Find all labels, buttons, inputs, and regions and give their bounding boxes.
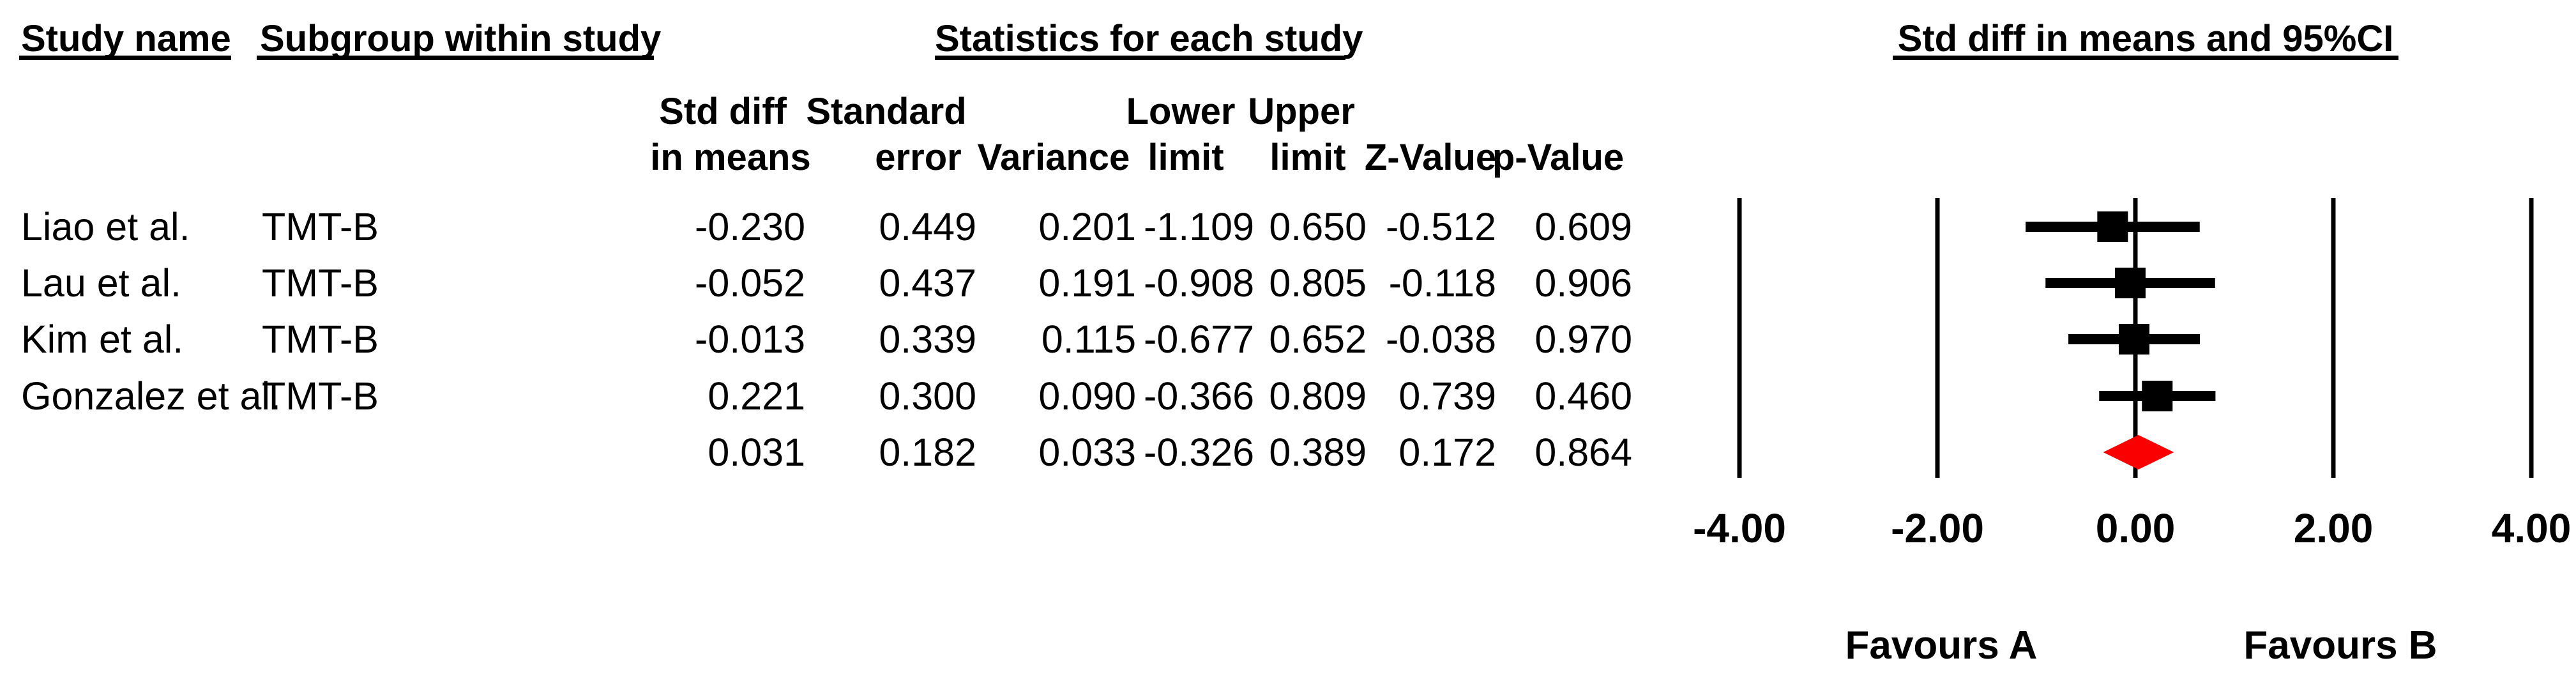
table-row: Kim et al. TMT-B -0.013 0.339 0.115 -0.677 0.6… [0, 316, 1660, 362]
favours-a-label: Favours A [1845, 623, 2038, 668]
col-header-upper-1: Upper [1248, 91, 1355, 132]
statistics-header: Statistics for each study [935, 18, 1363, 60]
cell-variance: 0.090 [1038, 374, 1136, 418]
cell-std-err: 0.300 [879, 374, 976, 418]
effect-size-square [2097, 211, 2128, 242]
summary-row: 0.031 0.182 0.033 -0.326 0.389 0.172 0.864 [0, 429, 1660, 475]
favours-b-label: Favours B [2243, 623, 2437, 668]
cell-z-value: -0.118 [1388, 261, 1496, 305]
cell-lower-limit: -0.326 [1144, 431, 1254, 474]
study-name-cell: Lau et al. [21, 261, 181, 305]
effect-size-square [2114, 268, 2146, 298]
cell-upper-limit: 0.652 [1269, 317, 1367, 361]
axis-tick-2: 2.00 [2293, 505, 2374, 551]
cell-p-value: 0.864 [1534, 431, 1632, 474]
cell-lower-limit: -1.109 [1144, 205, 1254, 248]
study-name-cell: Gonzalez et al. [21, 374, 281, 418]
subgroup-header: Subgroup within study [257, 20, 661, 60]
cell-p-value: 0.906 [1534, 261, 1632, 305]
cell-upper-limit: 0.809 [1269, 374, 1367, 418]
cell-z-value: -0.512 [1386, 205, 1496, 248]
cell-std-err: 0.339 [879, 317, 976, 361]
axis-tick--4: -4.00 [1693, 505, 1786, 551]
cell-p-value: 0.970 [1534, 317, 1632, 361]
cell-z-value: -0.038 [1386, 317, 1496, 361]
subgroup-cell: TMT-B [262, 205, 379, 248]
cell-variance: 0.201 [1038, 205, 1136, 248]
cell-std-diff: -0.230 [695, 205, 805, 248]
study-name-header: Study name [19, 20, 231, 60]
cell-variance: 0.191 [1038, 261, 1136, 305]
subgroup-cell: TMT-B [262, 261, 379, 305]
cell-z-value: 0.739 [1398, 374, 1496, 418]
study-name-cell: Liao et al. [21, 205, 190, 248]
cell-upper-limit: 0.805 [1269, 261, 1367, 305]
cell-std-diff: -0.013 [695, 317, 805, 361]
col-header-upper-limit: limit [1269, 137, 1346, 178]
cell-variance: 0.115 [1041, 317, 1136, 361]
col-header-z-value: Z-Value [1364, 137, 1497, 178]
plot-title: Std diff in means and 95%CI [1893, 20, 2398, 60]
col-header-p-value: p-Value [1492, 137, 1625, 178]
cell-upper-limit: 0.650 [1269, 205, 1367, 248]
cell-variance: 0.033 [1038, 431, 1136, 474]
axis-tick-4: 4.00 [2491, 505, 2572, 551]
col-header-in-means: in means [650, 137, 811, 178]
col-header-error: error [875, 137, 962, 178]
cell-z-value: 0.172 [1398, 431, 1496, 474]
table-row: Lau et al. TMT-B -0.052 0.437 0.191 -0.908 0.8… [0, 260, 1660, 306]
cell-std-err: 0.182 [879, 431, 976, 474]
effect-size-square [2142, 381, 2173, 411]
cell-lower-limit: -0.366 [1144, 374, 1254, 418]
effect-size-square [2118, 324, 2149, 355]
col-header-lower-1: Lower [1126, 91, 1236, 132]
subgroup-cell: TMT-B [262, 317, 379, 361]
cell-lower-limit: -0.677 [1144, 317, 1254, 361]
cell-std-err: 0.437 [879, 261, 976, 305]
table-row: Gonzalez et al. TMT-B 0.221 0.300 0.090 -0.36… [0, 373, 1660, 419]
subgroup-cell: TMT-B [262, 374, 379, 418]
study-name-cell: Kim et al. [21, 317, 184, 361]
pooled-effect-diamond [2103, 435, 2174, 469]
col-header-variance: Variance [977, 137, 1130, 178]
col-header-std-diff-1: Std diff [659, 91, 787, 132]
cell-std-err: 0.449 [879, 205, 976, 248]
cell-upper-limit: 0.389 [1269, 431, 1367, 474]
axis-tick--2: -2.00 [1891, 505, 1984, 551]
cell-std-diff: 0.221 [708, 374, 805, 418]
col-header-standard-1: Standard [806, 91, 967, 132]
cell-lower-limit: -0.908 [1144, 261, 1254, 305]
cell-p-value: 0.460 [1534, 374, 1632, 418]
table-row: Liao et al. TMT-B -0.230 0.449 0.201 -1.109 0.… [0, 204, 1660, 250]
col-header-lower-limit: limit [1148, 137, 1224, 178]
cell-p-value: 0.609 [1534, 205, 1632, 248]
cell-std-diff: 0.031 [708, 431, 805, 474]
cell-std-diff: -0.052 [695, 261, 805, 305]
axis-tick-0: 0.00 [2095, 505, 2176, 551]
